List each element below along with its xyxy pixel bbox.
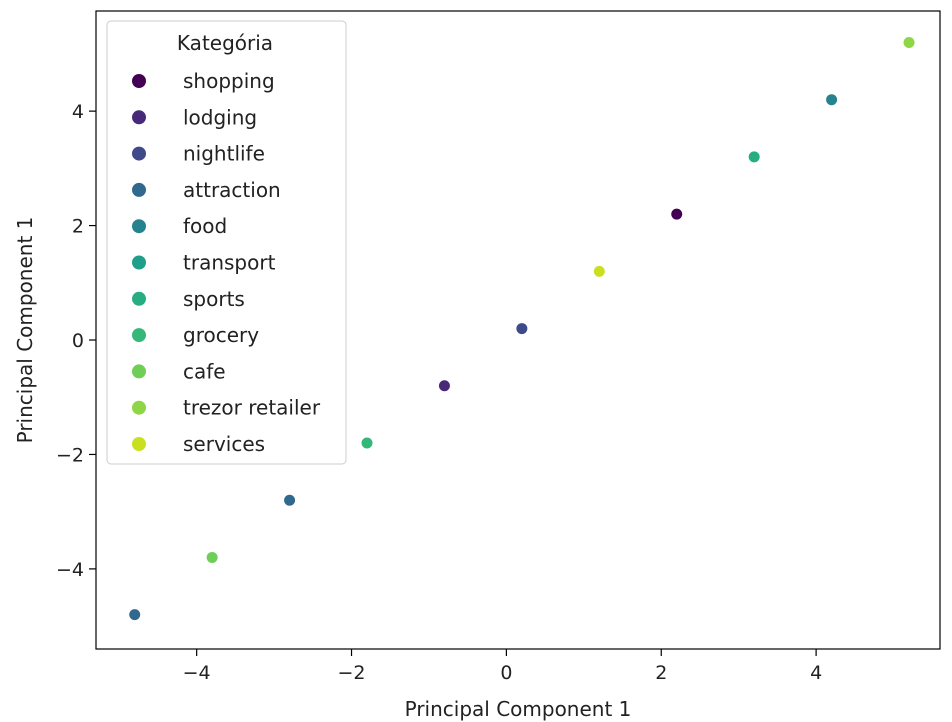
x-tick-label: −2 (338, 662, 366, 684)
legend-marker (132, 400, 146, 415)
legend-marker (132, 364, 146, 379)
scatter-point (283, 493, 297, 507)
legend-marker (132, 255, 146, 270)
legend-entry-label: food (183, 214, 227, 238)
legend-entry-label: nightlife (183, 142, 265, 166)
scatter-point (128, 608, 142, 622)
legend-marker (132, 291, 146, 306)
legend-marker (132, 74, 146, 88)
legend-entry-label: sports (183, 287, 245, 311)
scatter-point (360, 436, 374, 450)
legend-entry-label: transport (183, 251, 276, 275)
x-tick-label: 4 (810, 662, 822, 684)
x-tick-label: 2 (655, 662, 667, 684)
scatter-point (205, 550, 219, 564)
scatter-point (902, 35, 916, 49)
legend-marker (132, 110, 146, 125)
legend-marker (132, 219, 146, 234)
scatter-point (670, 207, 684, 221)
x-tick-label: −4 (183, 662, 211, 684)
x-axis-label: Principal Component 1 (405, 697, 632, 721)
legend-entry-label: cafe (183, 359, 226, 383)
legend-entries: shopping lodging nightlife attraction food tr… (132, 69, 321, 456)
legend: Kategória shopping lodging nightlife attrac… (106, 20, 347, 465)
legend-marker (132, 437, 146, 451)
y-tick-label: 2 (72, 216, 84, 238)
x-axis-ticks: −4 −2 0 2 4 (183, 649, 822, 684)
legend-entry-label: lodging (183, 105, 257, 129)
legend-marker (132, 146, 146, 161)
y-tick-label: 4 (72, 101, 84, 123)
legend-entry-label: shopping (183, 69, 275, 93)
scatter-point (825, 93, 839, 107)
legend-marker (132, 182, 146, 197)
legend-entry-label: trezor retailer (183, 396, 321, 420)
legend-entry-label: services (183, 432, 265, 456)
legend-box (106, 20, 347, 465)
legend-title: Kategória (177, 31, 273, 55)
y-axis-ticks: −4 −2 0 2 4 (56, 101, 96, 581)
y-tick-label: −2 (56, 444, 84, 466)
y-tick-label: 0 (72, 330, 84, 352)
legend-entry-label: grocery (183, 323, 259, 347)
scatter-point (747, 150, 761, 164)
points-layer (128, 35, 916, 622)
x-tick-label: 0 (500, 662, 512, 684)
scatter-point (592, 264, 606, 278)
y-axis-label: Principal Component 1 (13, 217, 37, 444)
scatter-point (437, 379, 451, 393)
legend-marker (132, 328, 146, 343)
y-tick-label: −4 (56, 559, 84, 581)
scatter-point (515, 322, 529, 336)
plot-frame (95, 10, 941, 650)
legend-entry-label: attraction (183, 178, 281, 202)
